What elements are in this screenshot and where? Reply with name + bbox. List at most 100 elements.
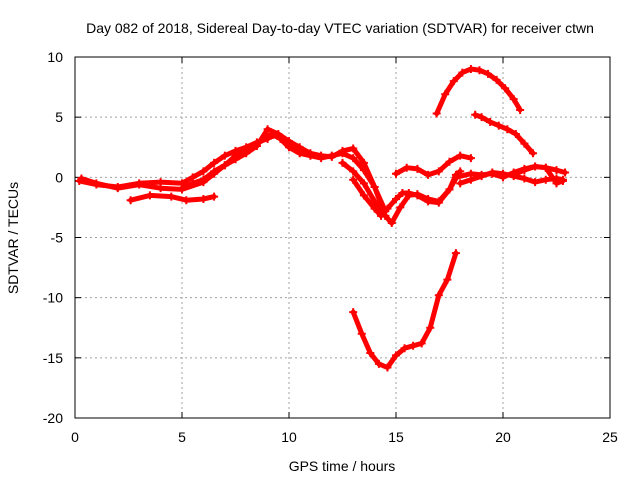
data-point	[274, 130, 283, 139]
data-point	[392, 351, 400, 360]
y-axis-title: SDTVAR / TECUs	[5, 182, 21, 294]
data-point	[520, 139, 529, 148]
data-point	[528, 149, 537, 158]
data-point	[511, 130, 520, 139]
data-point	[558, 176, 567, 185]
data-point	[370, 204, 379, 213]
data-point	[188, 179, 197, 188]
data-point	[409, 341, 418, 350]
data-point	[541, 175, 550, 184]
chart-title: Day 082 of 2018, Sidereal Day-to-day VTE…	[86, 20, 594, 36]
data-point	[252, 142, 261, 151]
data-point	[392, 194, 400, 203]
data-point	[113, 184, 122, 193]
data-point	[135, 180, 144, 189]
data-point	[445, 157, 454, 166]
data-point	[357, 329, 366, 338]
data-point	[492, 75, 501, 84]
data-point	[210, 192, 219, 201]
data-point	[167, 192, 176, 201]
data-point	[441, 90, 450, 99]
data-point	[338, 158, 347, 167]
data-point	[359, 158, 368, 167]
data-point	[541, 163, 550, 172]
data-point	[210, 167, 219, 176]
x-tick-label: 5	[178, 429, 186, 445]
data-point	[424, 170, 433, 179]
data-point	[383, 363, 392, 372]
data-point	[449, 77, 458, 86]
series-track-11	[434, 66, 523, 117]
data-point	[561, 168, 570, 177]
data-point	[417, 339, 426, 348]
x-tick-label: 20	[495, 429, 511, 445]
data-point	[156, 184, 165, 193]
data-point	[488, 168, 497, 177]
data-point	[484, 69, 493, 78]
data-point	[199, 167, 208, 176]
x-tick-label: 25	[602, 429, 618, 445]
x-axis-title: GPS time / hours	[289, 458, 396, 474]
data-point	[466, 175, 475, 184]
data-point	[370, 182, 379, 191]
data-point	[509, 95, 518, 104]
data-point	[516, 105, 525, 114]
plot-frame	[74, 56, 611, 419]
data-point	[77, 174, 86, 183]
x-tick-label: 15	[388, 429, 404, 445]
data-point	[182, 196, 191, 205]
data-point	[178, 184, 186, 193]
y-tick-label: 5	[55, 109, 63, 125]
data-point	[402, 163, 411, 172]
data-point	[263, 125, 272, 134]
data-point	[552, 166, 561, 175]
tick-layer: 0 5 10 15 20 25 -20 -15 -10 -5 0 5 10	[43, 49, 618, 445]
data-point	[338, 146, 347, 155]
data-point	[327, 152, 336, 161]
data-point	[486, 117, 495, 126]
data-point	[424, 197, 433, 206]
data-point	[349, 144, 358, 153]
data-point	[231, 155, 240, 164]
data-point	[501, 84, 510, 93]
data-point	[413, 164, 422, 173]
data-point	[392, 169, 400, 178]
data-point	[404, 188, 413, 197]
data-point	[295, 145, 304, 154]
data-point	[494, 121, 503, 130]
data-point	[242, 149, 251, 158]
data-point	[387, 219, 396, 228]
data-point	[349, 167, 358, 176]
data-point	[426, 323, 435, 332]
y-tick-label: -15	[43, 350, 63, 366]
data-point	[466, 65, 475, 74]
data-point	[400, 344, 409, 353]
y-tick-label: 0	[55, 169, 63, 185]
data-point	[477, 172, 486, 181]
grid-layer	[75, 57, 610, 418]
data-point	[531, 162, 540, 171]
data-point	[443, 275, 452, 284]
series-layer	[75, 65, 570, 372]
series-track-1	[76, 131, 388, 214]
data-point	[359, 179, 368, 188]
data-point	[520, 174, 529, 183]
data-point	[359, 191, 368, 200]
data-point	[531, 178, 540, 187]
data-point	[445, 185, 454, 194]
y-tick-label: 10	[47, 49, 63, 65]
data-point	[317, 151, 326, 160]
series-track-2	[78, 132, 388, 219]
data-point	[434, 291, 443, 300]
data-point	[349, 175, 358, 184]
data-point	[396, 203, 405, 212]
data-point	[475, 66, 484, 75]
data-point	[434, 198, 443, 207]
data-point	[220, 151, 229, 160]
data-point	[199, 194, 208, 203]
data-point	[471, 110, 480, 119]
data-point	[503, 125, 512, 134]
data-point	[210, 158, 219, 167]
data-point	[466, 154, 475, 163]
